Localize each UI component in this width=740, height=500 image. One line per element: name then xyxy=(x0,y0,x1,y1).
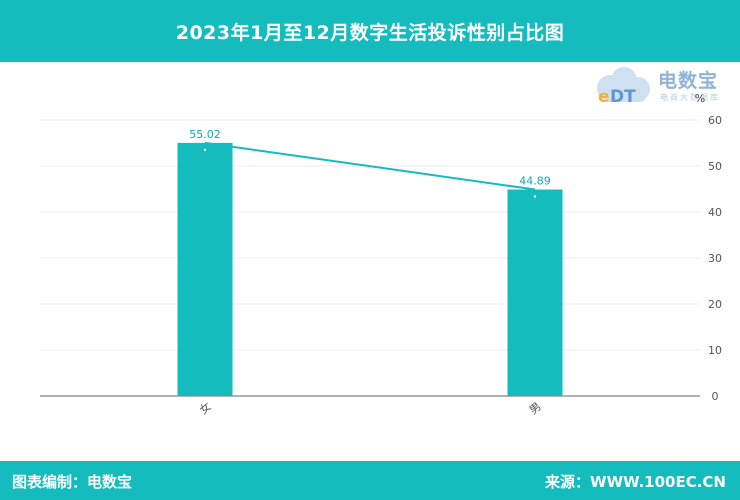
x-tick-label: 女 xyxy=(196,399,213,417)
y-tick-label: 50 xyxy=(708,160,722,173)
logo: e DT 电数宝 电商大数据库 xyxy=(588,62,738,108)
line-point xyxy=(203,148,207,152)
y-tick-label: 20 xyxy=(708,298,722,311)
data-label: 55.02 xyxy=(189,128,221,141)
line-point xyxy=(533,195,537,198)
cloud-logo-icon: e DT xyxy=(597,67,650,107)
y-tick-label: 30 xyxy=(708,252,722,265)
y-tick-label: 40 xyxy=(708,206,722,219)
svg-text:DT: DT xyxy=(610,87,636,107)
footer-credit: 图表编制：电数宝 xyxy=(12,473,133,491)
chart-title: 2023年1月至12月数字生活投诉性别占比图 xyxy=(175,21,565,44)
footer-source: 来源：WWW.100EC.CN xyxy=(545,473,726,491)
y-tick-label: 0 xyxy=(712,390,719,403)
series-line xyxy=(204,141,536,191)
y-unit-label: % xyxy=(695,92,705,105)
bar xyxy=(507,189,563,396)
y-tick-label: 10 xyxy=(708,344,722,357)
bar xyxy=(177,142,233,396)
chart-header: 2023年1月至12月数字生活投诉性别占比图 xyxy=(0,0,740,62)
logo-brand: 电数宝 xyxy=(658,70,719,92)
y-tick-label: 60 xyxy=(708,114,722,127)
chart-footer: 图表编制：电数宝 来源：WWW.100EC.CN xyxy=(0,461,740,500)
logo-subtitle: 电商大数据库 xyxy=(660,93,720,102)
x-tick-label: 男 xyxy=(527,400,544,417)
data-label: 44.89 xyxy=(519,175,551,188)
svg-text:e: e xyxy=(598,87,610,107)
